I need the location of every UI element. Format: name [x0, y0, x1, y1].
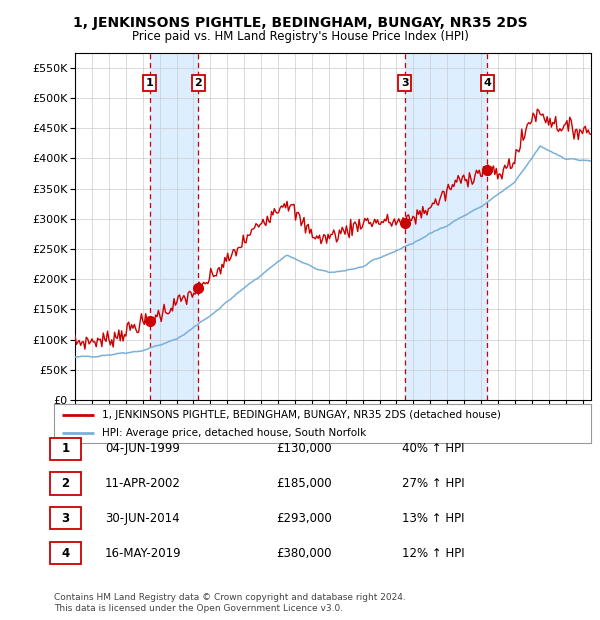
Text: 4: 4: [61, 547, 70, 559]
Text: 13% ↑ HPI: 13% ↑ HPI: [402, 512, 464, 525]
Text: HPI: Average price, detached house, South Norfolk: HPI: Average price, detached house, Sout…: [103, 428, 367, 438]
Text: 1, JENKINSONS PIGHTLE, BEDINGHAM, BUNGAY, NR35 2DS: 1, JENKINSONS PIGHTLE, BEDINGHAM, BUNGAY…: [73, 16, 527, 30]
Text: 3: 3: [61, 512, 70, 525]
Text: 16-MAY-2019: 16-MAY-2019: [105, 547, 182, 559]
Text: 27% ↑ HPI: 27% ↑ HPI: [402, 477, 464, 490]
Text: Contains HM Land Registry data © Crown copyright and database right 2024.
This d: Contains HM Land Registry data © Crown c…: [54, 593, 406, 613]
Text: 1: 1: [146, 78, 154, 88]
Text: 1, JENKINSONS PIGHTLE, BEDINGHAM, BUNGAY, NR35 2DS (detached house): 1, JENKINSONS PIGHTLE, BEDINGHAM, BUNGAY…: [103, 410, 501, 420]
Text: 40% ↑ HPI: 40% ↑ HPI: [402, 443, 464, 455]
Text: 4: 4: [484, 78, 491, 88]
Text: Price paid vs. HM Land Registry's House Price Index (HPI): Price paid vs. HM Land Registry's House …: [131, 30, 469, 43]
Text: 12% ↑ HPI: 12% ↑ HPI: [402, 547, 464, 559]
Text: 2: 2: [194, 78, 202, 88]
Text: 1: 1: [61, 443, 70, 455]
Text: £130,000: £130,000: [276, 443, 332, 455]
Text: £380,000: £380,000: [276, 547, 331, 559]
Text: 11-APR-2002: 11-APR-2002: [105, 477, 181, 490]
Text: 04-JUN-1999: 04-JUN-1999: [105, 443, 180, 455]
Text: 2: 2: [61, 477, 70, 490]
Text: 30-JUN-2014: 30-JUN-2014: [105, 512, 179, 525]
Text: 3: 3: [401, 78, 409, 88]
Bar: [405, 53, 487, 400]
Text: £293,000: £293,000: [276, 512, 332, 525]
Text: £185,000: £185,000: [276, 477, 332, 490]
Bar: [150, 53, 198, 400]
